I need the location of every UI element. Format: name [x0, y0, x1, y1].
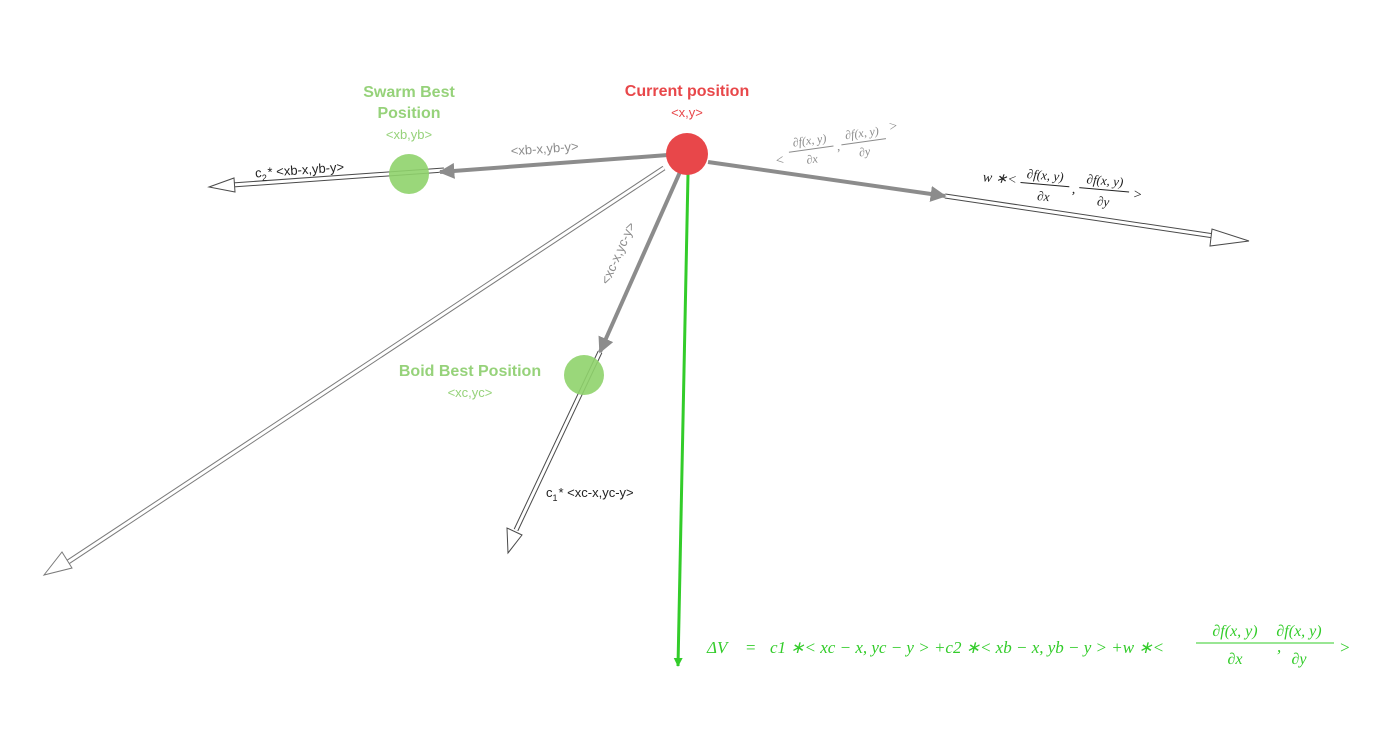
svg-text:,: ,: [1277, 637, 1281, 656]
gradient-vector: [707, 160, 947, 202]
swarm-best-title-line1: Swarm Best: [363, 84, 455, 101]
svg-text:ΔV⃗ =: ΔV⃗ =: [706, 638, 756, 657]
svg-text:∂x: ∂x: [806, 151, 820, 167]
svg-text:,: ,: [1071, 182, 1076, 197]
svg-text:c1 ∗< xc − x, yc − y > +c2 ∗<: c1 ∗< xc − x, yc − y > +c2 ∗< xb − x, yb…: [770, 638, 1164, 657]
svg-text:∂f(x, y): ∂f(x, y): [844, 124, 880, 143]
resultant-outline-arrow: [42, 165, 666, 576]
svg-text:∂f(x, y): ∂f(x, y): [1026, 166, 1064, 184]
svg-text:<: <: [774, 153, 785, 169]
svg-text:>: >: [1339, 638, 1350, 657]
gradient-label: < ∂f(x, y) ∂x , ∂f(x, y) ∂y >: [774, 119, 899, 169]
swarm-best-coords: <xb,yb>: [386, 127, 432, 142]
svg-text:,: ,: [835, 138, 840, 153]
c1-label: c1* <xc-x,yc-y>: [546, 485, 634, 503]
current-position-coords: <x,y>: [671, 105, 703, 120]
svg-text:∂y: ∂y: [858, 144, 872, 160]
svg-text:w ∗<: w ∗<: [982, 170, 1017, 188]
boid-best-coords: <xc,yc>: [448, 385, 493, 400]
w-gradient-label: w ∗< ∂f(x, y) ∂x , ∂f(x, y) ∂y >: [982, 166, 1143, 209]
svg-text:∂f(x, y): ∂f(x, y): [1276, 623, 1321, 640]
vector-to-boid-best: [598, 171, 682, 354]
swarm-best-title-line2: Position: [377, 105, 440, 122]
w-scaled-gradient-arrow: [944, 193, 1250, 247]
boid-best-point: [564, 355, 604, 395]
svg-text:∂x: ∂x: [1037, 188, 1051, 204]
svg-text:∂y: ∂y: [1096, 193, 1110, 209]
delta-v-vector: [673, 173, 690, 667]
svg-text:∂f(x, y): ∂f(x, y): [1086, 171, 1124, 189]
svg-text:∂f(x, y): ∂f(x, y): [792, 131, 828, 150]
current-position-title: Current position: [625, 83, 749, 100]
svg-text:∂x: ∂x: [1227, 651, 1242, 668]
svg-text:c2* <xb-x,yb-y>: c2* <xb-x,yb-y>: [255, 159, 345, 183]
to-swarm-label: <xb-x,yb-y>: [510, 139, 579, 159]
swarm-best-point: [389, 154, 429, 194]
delta-v-equation: ΔV⃗ = c1 ∗< xc − x, yc − y > +c2 ∗< xb −…: [706, 623, 1350, 668]
svg-text:>: >: [1132, 187, 1143, 203]
boid-best-title: Boid Best Position: [399, 363, 541, 380]
svg-text:>: >: [887, 119, 898, 135]
c2-label: c2* <xb-x,yb-y>: [255, 159, 345, 183]
svg-text:∂y: ∂y: [1291, 651, 1307, 668]
current-position-point: [666, 133, 708, 175]
svg-text:∂f(x, y): ∂f(x, y): [1212, 623, 1257, 640]
svg-text:c1* <xc-x,yc-y>: c1* <xc-x,yc-y>: [546, 485, 634, 503]
vector-to-swarm-best: [438, 153, 669, 179]
